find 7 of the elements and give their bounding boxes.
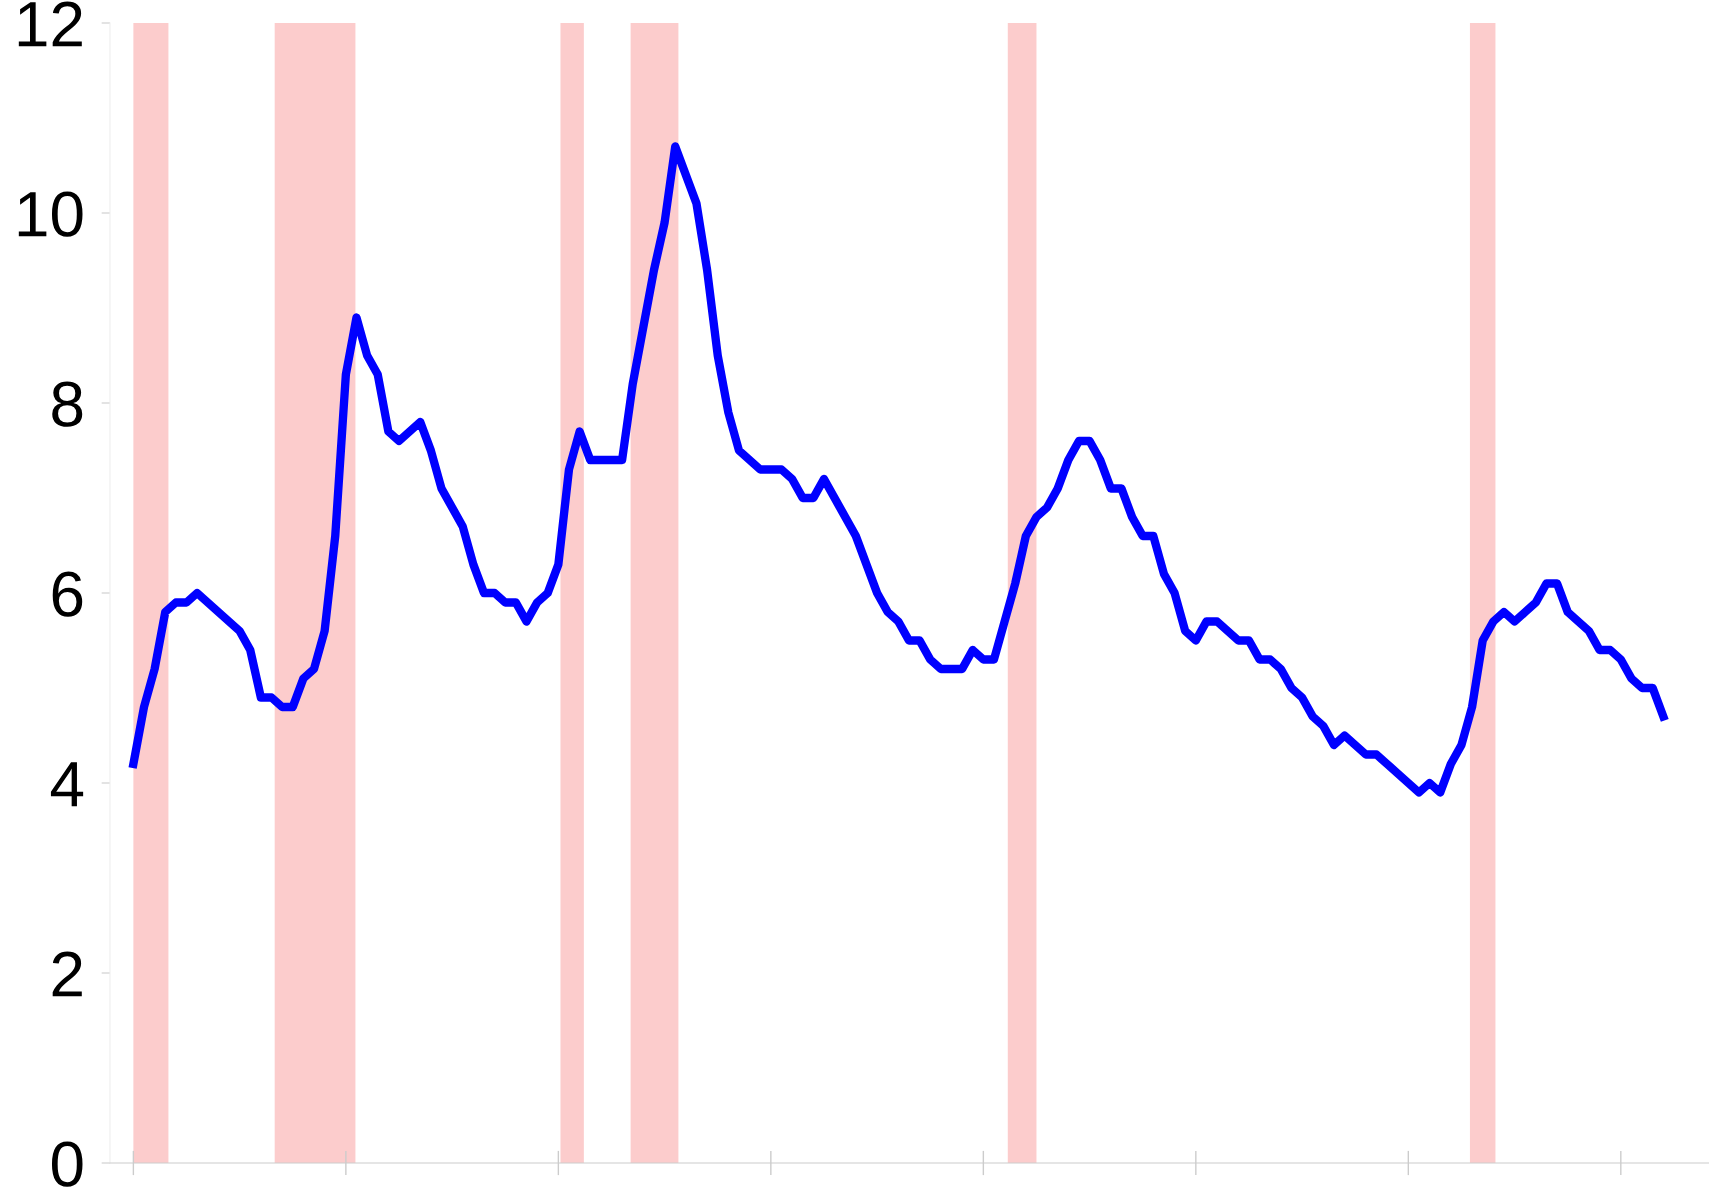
y-tick-label: 8 [52, 381, 83, 427]
y-tick-label: 12 [18, 1, 82, 47]
y-tick-label: 4 [50, 762, 84, 807]
y-tick-label: 6 [52, 571, 83, 617]
y-tick-label: 2 [52, 951, 82, 997]
y-tick-label: 0 [51, 1141, 83, 1187]
y-tick-label: 10 [18, 191, 83, 237]
